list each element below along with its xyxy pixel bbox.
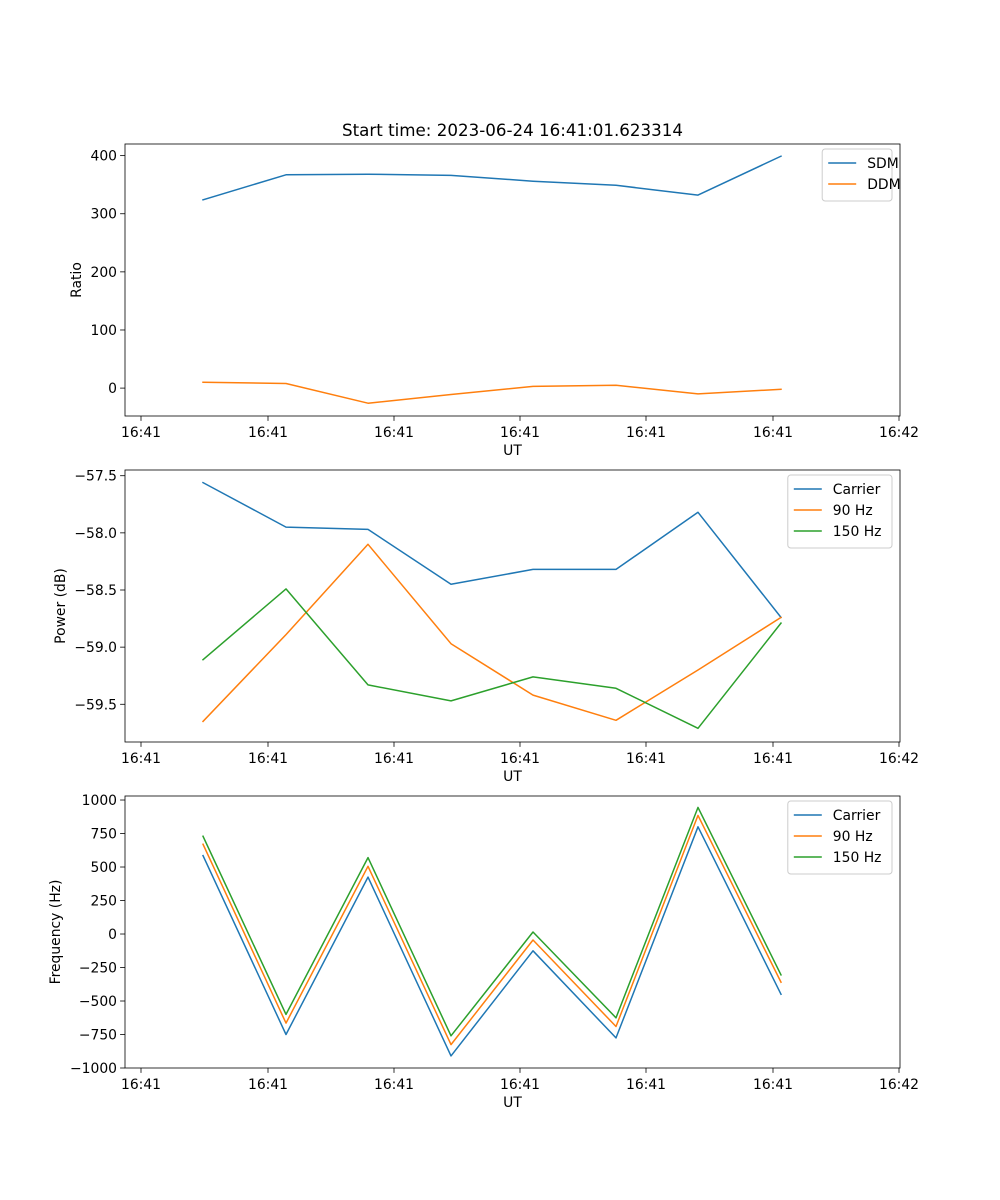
x-tick-label: 16:41 xyxy=(121,1077,161,1093)
legend-label: DDM xyxy=(867,177,900,193)
y-tick-label: 750 xyxy=(90,827,117,843)
y-tick-label: −58.0 xyxy=(74,526,117,542)
y-tick-label: 300 xyxy=(90,207,117,223)
y-tick-label: −1000 xyxy=(70,1061,117,1077)
x-tick-label: 16:41 xyxy=(374,751,414,767)
x-tick-label: 16:41 xyxy=(121,425,161,441)
x-axis-label: UT xyxy=(503,1095,522,1111)
x-tick-label: 16:41 xyxy=(500,1077,540,1093)
y-tick-label: −59.0 xyxy=(74,640,117,656)
x-tick-label: 16:41 xyxy=(626,425,666,441)
x-tick-label: 16:41 xyxy=(500,751,540,767)
series-line-150-hz xyxy=(201,588,783,730)
y-tick-label: −500 xyxy=(79,994,117,1010)
x-tick-label: 16:41 xyxy=(500,425,540,441)
x-tick-label: 16:41 xyxy=(248,1077,288,1093)
legend: Carrier 90 Hz 150 Hz xyxy=(787,800,893,875)
x-tick-label: 16:41 xyxy=(248,425,288,441)
legend-label: Carrier xyxy=(833,482,881,498)
axes-frame xyxy=(124,469,901,743)
legend: Carrier 90 Hz 150 Hz xyxy=(787,474,893,549)
y-axis-label: Frequency (Hz) xyxy=(48,880,64,985)
y-axis-label: Power (dB) xyxy=(53,568,69,644)
legend-label: 90 Hz xyxy=(833,829,873,845)
y-tick-label: −250 xyxy=(79,961,117,977)
y-tick-label: −58.5 xyxy=(74,583,117,599)
y-tick-label: 200 xyxy=(90,265,117,281)
x-tick-label: 16:42 xyxy=(879,751,919,767)
axes-frame xyxy=(124,795,901,1069)
series-line-sdm xyxy=(202,155,782,201)
legend-label: 150 Hz xyxy=(833,850,882,866)
axes-frame xyxy=(124,143,901,417)
x-tick-label: 16:41 xyxy=(248,751,288,767)
series-line-ddm xyxy=(202,381,782,404)
subplot-2: 16:41 16:41 16:41 16:41 16:41 16:41 16:42 −57.5… xyxy=(53,469,919,785)
y-axis-label: Ratio xyxy=(69,262,85,298)
legend-box xyxy=(787,474,893,549)
legend-label: Carrier xyxy=(833,808,881,824)
series-line-carrier xyxy=(202,826,783,1057)
y-tick-label: 0 xyxy=(108,381,117,397)
x-tick-label: 16:41 xyxy=(626,1077,666,1093)
series-line-150-hz xyxy=(202,806,783,1037)
x-tick-label: 16:42 xyxy=(879,1077,919,1093)
y-tick-label: −57.5 xyxy=(74,469,117,485)
y-tick-label: 0 xyxy=(108,927,117,943)
y-tick-label: 250 xyxy=(90,894,117,910)
y-tick-label: 1000 xyxy=(82,793,117,809)
series-line-90-hz xyxy=(201,543,783,723)
subplot-3: 16:41 16:41 16:41 16:41 16:41 16:41 16:42 1000 7… xyxy=(48,793,919,1111)
x-axis-label: UT xyxy=(503,443,522,459)
y-tick-label: −750 xyxy=(79,1028,117,1044)
legend-label: SDM xyxy=(867,156,899,172)
x-tick-label: 16:41 xyxy=(753,425,793,441)
legend-box xyxy=(821,148,893,202)
x-tick-label: 16:41 xyxy=(753,751,793,767)
x-tick-label: 16:41 xyxy=(121,751,161,767)
y-tick-label: 400 xyxy=(90,149,117,165)
y-tick-label: 500 xyxy=(90,860,117,876)
x-tick-label: 16:41 xyxy=(374,1077,414,1093)
series-line-carrier xyxy=(201,481,783,619)
y-tick-label: 100 xyxy=(90,323,117,339)
legend: SDM DDM xyxy=(821,148,901,202)
series-line-90-hz xyxy=(202,814,783,1046)
subplots: 16:41 16:41 16:41 16:41 16:41 16:41 16:42 0 100 2… xyxy=(48,143,919,1111)
x-tick-label: 16:41 xyxy=(753,1077,793,1093)
x-tick-label: 16:41 xyxy=(374,425,414,441)
x-tick-label: 16:41 xyxy=(626,751,666,767)
legend-label: 150 Hz xyxy=(833,524,882,540)
legend-label: 90 Hz xyxy=(833,503,873,519)
chart-title: Start time: 2023-06-24 16:41:01.623314 xyxy=(342,120,683,140)
y-tick-label: −59.5 xyxy=(74,697,117,713)
subplot-1: 16:41 16:41 16:41 16:41 16:41 16:41 16:42 0 100 2… xyxy=(69,143,919,459)
legend-box xyxy=(787,800,893,875)
x-axis-label: UT xyxy=(503,769,522,785)
x-tick-label: 16:42 xyxy=(879,425,919,441)
